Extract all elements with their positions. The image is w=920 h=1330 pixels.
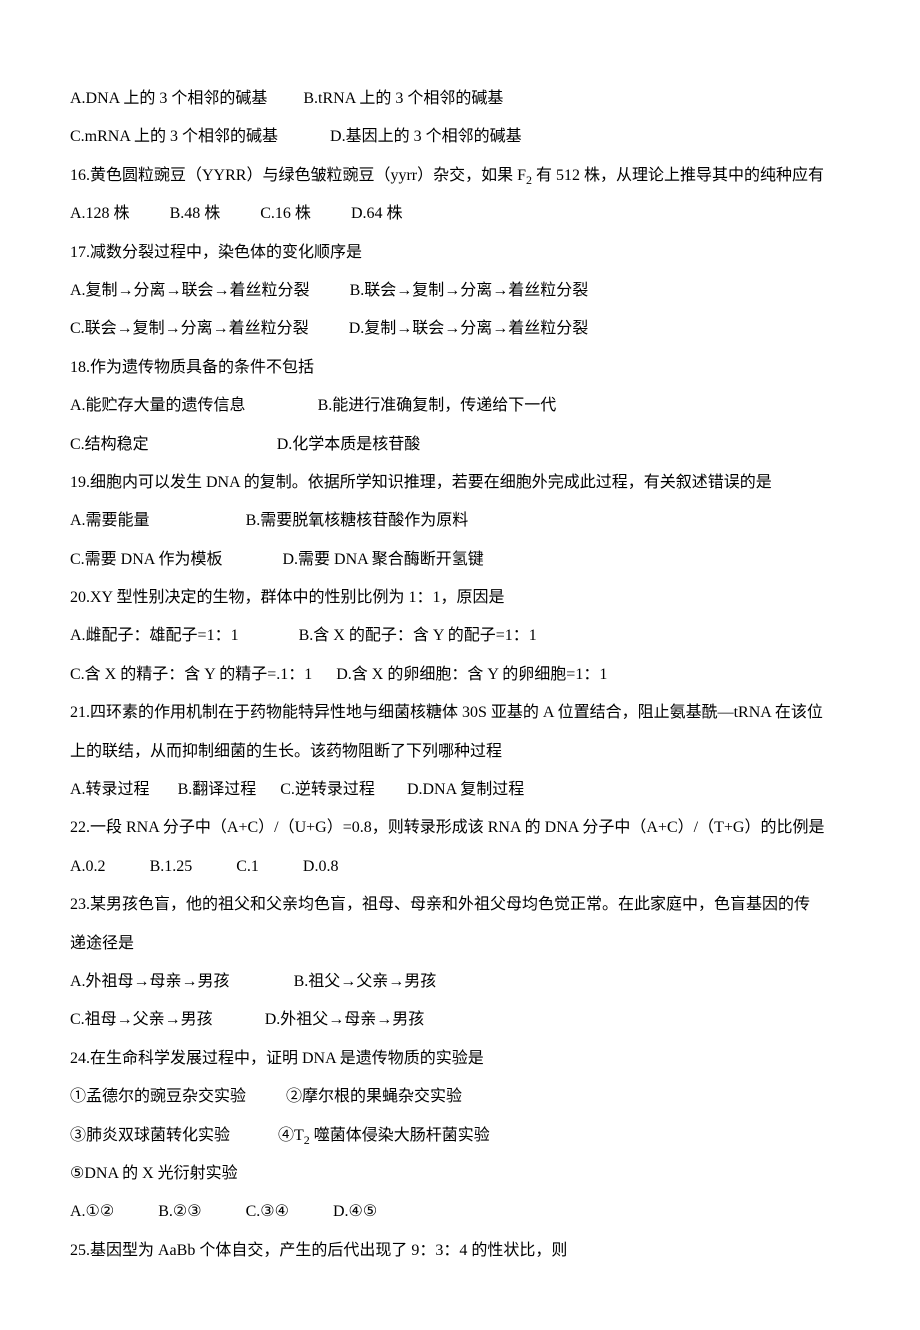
q15-a: A.DNA 上的 3 个相邻的碱基 — [70, 90, 267, 107]
q17-line1: A.复制→分离→联会→着丝粒分裂 B.联会→复制→分离→着丝粒分裂 — [70, 272, 850, 310]
q16-opts: A.128 株 B.48 株 C.16 株 D.64 株 — [70, 195, 850, 233]
q19-line1: A.需要能量 B.需要脱氧核糖核苷酸作为原料 — [70, 502, 850, 540]
q18-b: B.能进行准确复制，传递给下一代 — [318, 397, 557, 414]
q24-d: D.④⑤ — [333, 1203, 377, 1220]
q15-d: D.基因上的 3 个相邻的碱基 — [330, 128, 522, 145]
q17-c: C.联会→复制→分离→着丝粒分裂 — [70, 320, 309, 337]
q19-line2: C.需要 DNA 作为模板 D.需要 DNA 聚合酶断开氢键 — [70, 541, 850, 579]
q24-c: C.③④ — [246, 1203, 289, 1220]
q19-a: A.需要能量 — [70, 512, 150, 529]
q24-a: A.①② — [70, 1203, 114, 1220]
q19-c: C.需要 DNA 作为模板 — [70, 551, 222, 568]
q17-b: B.联会→复制→分离→着丝粒分裂 — [350, 282, 589, 299]
q21-stem1: 21.四环素的作用机制在于药物能特异性地与细菌核糖体 30S 亚基的 A 位置结… — [70, 694, 850, 732]
q22-a: A.0.2 — [70, 858, 106, 875]
q24-i4-pre: ④T — [278, 1127, 304, 1144]
q20-line2: C.含 X 的精子：含 Y 的精子=.1：1 D.含 X 的卵细胞：含 Y 的卵… — [70, 656, 850, 694]
q18-line2: C.结构稳定 D.化学本质是核苷酸 — [70, 426, 850, 464]
q15-b: B.tRNA 上的 3 个相邻的碱基 — [303, 90, 503, 107]
q16-c: C.16 株 — [260, 205, 311, 222]
q18-c: C.结构稳定 — [70, 436, 149, 453]
q23-line1: A.外祖母→母亲→男孩 B.祖父→父亲→男孩 — [70, 963, 850, 1001]
q18-d: D.化学本质是核苷酸 — [277, 436, 421, 453]
q16-stem-post: 有 512 株，从理论上推导其中的纯种应有 — [532, 167, 824, 184]
q20-c: C.含 X 的精子：含 Y 的精子=.1：1 — [70, 666, 312, 683]
q24-i4-post: 噬菌体侵染大肠杆菌实验 — [310, 1127, 490, 1144]
q21-d: D.DNA 复制过程 — [407, 781, 524, 798]
q22-opts: A.0.2 B.1.25 C.1 D.0.8 — [70, 848, 850, 886]
q20-stem: 20.XY 型性别决定的生物，群体中的性别比例为 1：1，原因是 — [70, 579, 850, 617]
q24-items2: ③肺炎双球菌转化实验 ④T2 噬菌体侵染大肠杆菌实验 — [70, 1117, 850, 1155]
q15-opts-line2: C.mRNA 上的 3 个相邻的碱基 D.基因上的 3 个相邻的碱基 — [70, 118, 850, 156]
q17-a: A.复制→分离→联会→着丝粒分裂 — [70, 282, 310, 299]
q18-stem: 18.作为遗传物质具备的条件不包括 — [70, 349, 850, 387]
q19-stem: 19.细胞内可以发生 DNA 的复制。依据所学知识推理，若要在细胞外完成此过程，… — [70, 464, 850, 502]
q16-d: D.64 株 — [351, 205, 403, 222]
q16-b: B.48 株 — [170, 205, 221, 222]
q20-a: A.雌配子：雄配子=1：1 — [70, 627, 239, 644]
q21-b: B.翻译过程 — [178, 781, 257, 798]
q16-stem-pre: 16.黄色圆粒豌豆（YYRR）与绿色皱粒豌豆（yyrr）杂交，如果 F — [70, 167, 526, 184]
q15-opts-line1: A.DNA 上的 3 个相邻的碱基 B.tRNA 上的 3 个相邻的碱基 — [70, 80, 850, 118]
q24-stem: 24.在生命科学发展过程中，证明 DNA 是遗传物质的实验是 — [70, 1040, 850, 1078]
q21-c: C.逆转录过程 — [280, 781, 375, 798]
q18-a: A.能贮存大量的遗传信息 — [70, 397, 246, 414]
q21-a: A.转录过程 — [70, 781, 150, 798]
q22-stem: 22.一段 RNA 分子中（A+C）/（U+G）=0.8，则转录形成该 RNA … — [70, 809, 850, 847]
q24-i3: ③肺炎双球菌转化实验 — [70, 1127, 230, 1144]
q23-a: A.外祖母→母亲→男孩 — [70, 973, 230, 990]
q19-b: B.需要脱氧核糖核苷酸作为原料 — [246, 512, 469, 529]
q23-stem2: 递途径是 — [70, 925, 850, 963]
q21-opts: A.转录过程 B.翻译过程 C.逆转录过程 D.DNA 复制过程 — [70, 771, 850, 809]
q24-i1: ①孟德尔的豌豆杂交实验 — [70, 1088, 246, 1105]
q20-d: D.含 X 的卵细胞：含 Y 的卵细胞=1：1 — [336, 666, 607, 683]
q24-opts: A.①② B.②③ C.③④ D.④⑤ — [70, 1193, 850, 1231]
q23-c: C.祖母→父亲→男孩 — [70, 1011, 213, 1028]
q24-items1: ①孟德尔的豌豆杂交实验 ②摩尔根的果蝇杂交实验 — [70, 1078, 850, 1116]
q18-line1: A.能贮存大量的遗传信息 B.能进行准确复制，传递给下一代 — [70, 387, 850, 425]
q20-b: B.含 X 的配子：含 Y 的配子=1：1 — [299, 627, 537, 644]
q24-items3: ⑤DNA 的 X 光衍射实验 — [70, 1155, 850, 1193]
q23-b: B.祖父→父亲→男孩 — [294, 973, 437, 990]
q23-stem1: 23.某男孩色盲，他的祖父和父亲均色盲，祖母、母亲和外祖父母均色觉正常。在此家庭… — [70, 886, 850, 924]
q17-stem: 17.减数分裂过程中，染色体的变化顺序是 — [70, 234, 850, 272]
q22-b: B.1.25 — [150, 858, 193, 875]
q24-i2: ②摩尔根的果蝇杂交实验 — [286, 1088, 462, 1105]
q21-stem2: 上的联结，从而抑制细菌的生长。该药物阻断了下列哪种过程 — [70, 733, 850, 771]
q23-line2: C.祖母→父亲→男孩 D.外祖父→母亲→男孩 — [70, 1001, 850, 1039]
q24-i5: ⑤DNA 的 X 光衍射实验 — [70, 1165, 238, 1182]
q15-c: C.mRNA 上的 3 个相邻的碱基 — [70, 128, 278, 145]
q22-c: C.1 — [236, 858, 259, 875]
q25-stem: 25.基因型为 AaBb 个体自交，产生的后代出现了 9：3：4 的性状比，则 — [70, 1232, 850, 1270]
q16-stem: 16.黄色圆粒豌豆（YYRR）与绿色皱粒豌豆（yyrr）杂交，如果 F2 有 5… — [70, 157, 850, 195]
q22-d: D.0.8 — [303, 858, 339, 875]
q17-line2: C.联会→复制→分离→着丝粒分裂 D.复制→联会→分离→着丝粒分裂 — [70, 310, 850, 348]
q16-a: A.128 株 — [70, 205, 130, 222]
q24-b: B.②③ — [158, 1203, 201, 1220]
q20-line1: A.雌配子：雄配子=1：1 B.含 X 的配子：含 Y 的配子=1：1 — [70, 617, 850, 655]
q17-d: D.复制→联会→分离→着丝粒分裂 — [349, 320, 589, 337]
q19-d: D.需要 DNA 聚合酶断开氢键 — [282, 551, 483, 568]
q23-d: D.外祖父→母亲→男孩 — [265, 1011, 425, 1028]
